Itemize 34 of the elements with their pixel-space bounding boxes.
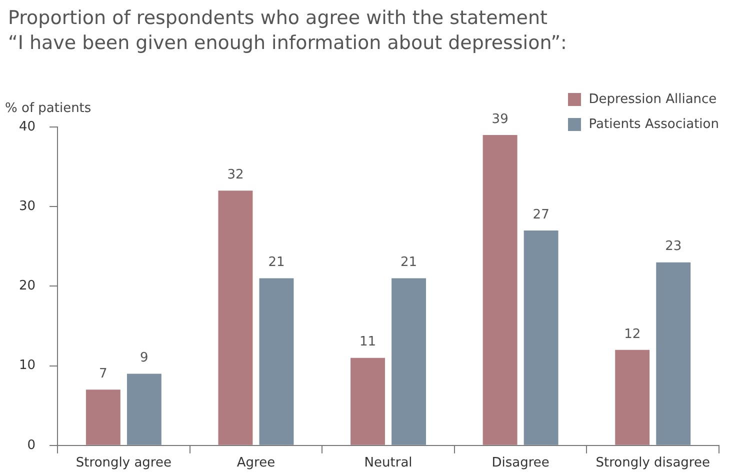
data-label: 7 bbox=[99, 366, 108, 382]
data-label: 9 bbox=[140, 350, 148, 366]
bar bbox=[615, 350, 650, 445]
bar bbox=[218, 190, 253, 445]
y-tick-label: 0 bbox=[27, 438, 36, 453]
legend-label: Depression Alliance bbox=[588, 92, 717, 107]
chart-title: Proportion of respondents who agree with the statement “I have been given enough information about depression”: bbox=[8, 6, 568, 56]
bar bbox=[392, 278, 426, 445]
y-axis-title: % of patients bbox=[5, 100, 92, 116]
bar bbox=[126, 374, 162, 445]
data-label: 27 bbox=[532, 207, 550, 222]
x-tick-label: Disagree bbox=[492, 456, 550, 471]
x-tick-label: Agree bbox=[236, 456, 276, 471]
data-label: 21 bbox=[400, 255, 418, 270]
y-tick-label: 20 bbox=[18, 278, 36, 294]
data-label: 39 bbox=[492, 112, 508, 127]
bar bbox=[656, 262, 691, 445]
bar bbox=[86, 390, 120, 445]
legend-label: Patients Association bbox=[588, 117, 719, 132]
data-label: 12 bbox=[624, 326, 641, 342]
bar bbox=[524, 230, 558, 445]
y-tick-label: 40 bbox=[18, 119, 36, 134]
x-tick-label: Strongly agree bbox=[76, 456, 172, 471]
y-tick-label: 10 bbox=[18, 358, 36, 374]
data-label: 32 bbox=[227, 168, 244, 183]
bar bbox=[482, 134, 518, 445]
bar bbox=[259, 278, 294, 445]
x-tick-label: Strongly disagree bbox=[596, 456, 710, 471]
x-tick-label: Neutral bbox=[364, 456, 412, 471]
data-label: 11 bbox=[359, 334, 376, 350]
data-label: 21 bbox=[268, 255, 285, 270]
bar bbox=[350, 358, 385, 445]
y-tick-label: 30 bbox=[18, 198, 36, 214]
data-label: 23 bbox=[665, 239, 682, 254]
